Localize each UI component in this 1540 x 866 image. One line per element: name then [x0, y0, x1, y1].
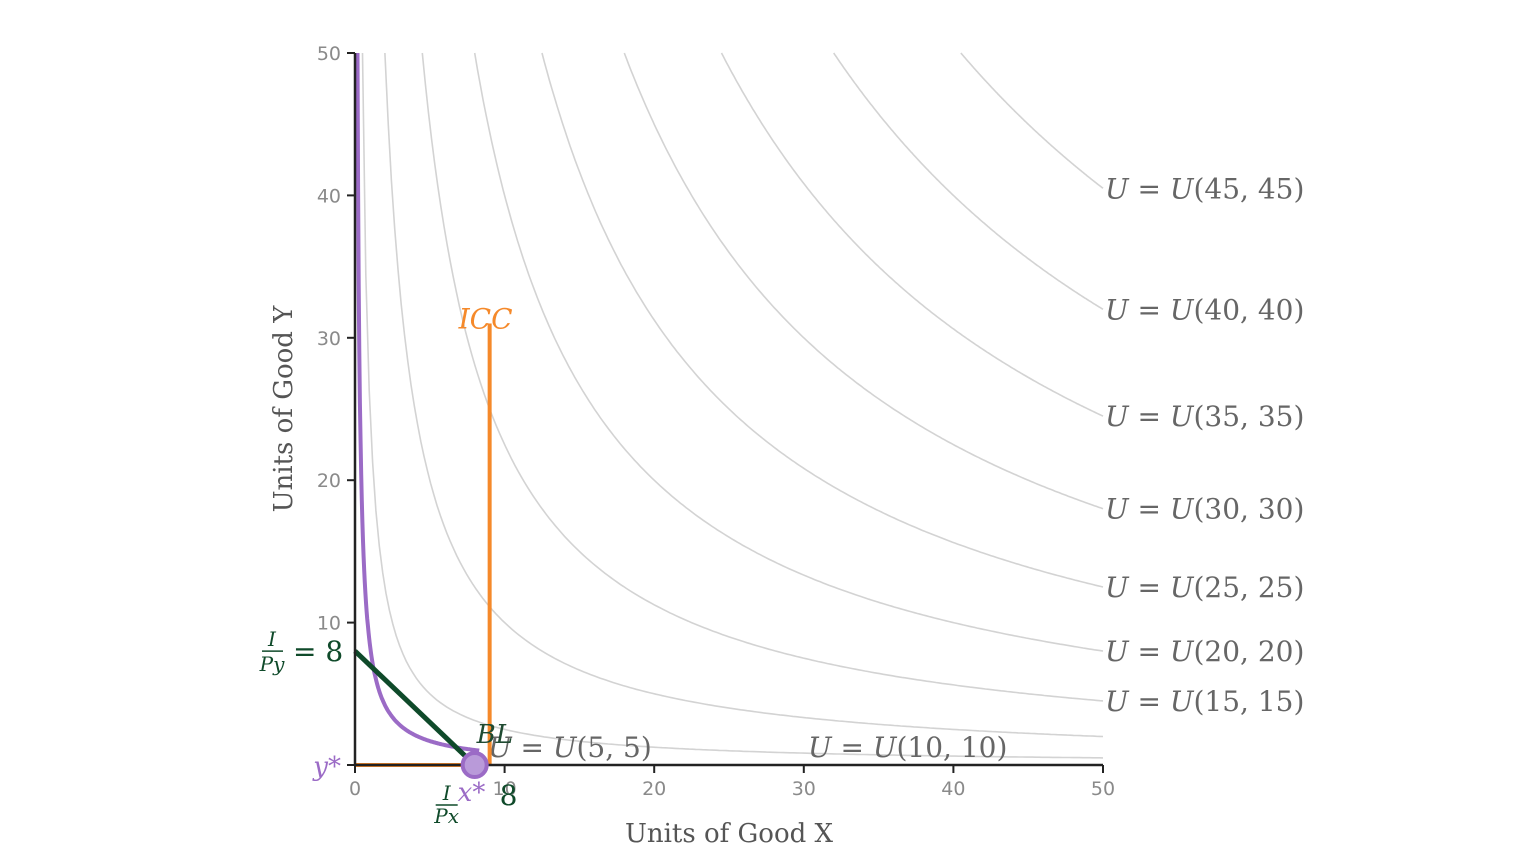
indifference-curve-label-eq: = — [1129, 293, 1170, 326]
indifference-curve-label-u: U — [1105, 293, 1130, 326]
indifference-curve-label-eq: = — [1129, 400, 1170, 433]
indifference-curve-labels: U = U(5, 5) U = U(10, 10)U = U(15, 15)U =… — [488, 172, 1304, 764]
y-axis-ticks: 10 20 30 40 50 — [317, 43, 355, 766]
indifference-curve-label-args: (10, 10) — [896, 731, 1007, 764]
indifference-curve-label: U = U(25, 25) — [1105, 571, 1304, 604]
indifference-curve-label: U = U(35, 35) — [1105, 400, 1304, 433]
x-tick-label: 50 — [1091, 778, 1115, 800]
indifference-curve-label-eq: = — [1129, 172, 1170, 205]
y-tick-label: 20 — [317, 470, 341, 492]
indifference-curve-label-u: U — [1105, 685, 1130, 718]
indifference-curve-label-u: U — [1105, 571, 1130, 604]
x-star-label: x* — [458, 778, 486, 808]
indifference-curve-label-args: (40, 40) — [1193, 293, 1304, 326]
indifference-curve-label-eq: = — [1129, 685, 1170, 718]
indifference-curve-label-u: U — [488, 731, 513, 764]
indifference-curve — [833, 52, 1104, 310]
indifference-curve-label-eq: = — [1129, 571, 1170, 604]
indifference-curve-label-u2: U — [1170, 493, 1195, 526]
y-axis-title: Units of Good Y — [269, 305, 299, 513]
y-intercept-value: = 8 — [293, 635, 343, 668]
indifference-curve-label-eq: = — [512, 731, 553, 764]
indifference-curve-label-u2: U — [873, 731, 898, 764]
indifference-curve-label-args: (30, 30) — [1193, 493, 1304, 526]
y-intercept-denominator: Py — [259, 652, 285, 676]
x-tick-label: 30 — [792, 778, 816, 800]
indifference-curve — [473, 52, 1104, 652]
optimal-indifference-curve — [355, 52, 480, 753]
indifference-curve — [541, 52, 1104, 588]
indifference-curve-label-u: U — [1105, 493, 1130, 526]
icc-label: ICC — [458, 303, 513, 336]
x-tick-label: 20 — [642, 778, 666, 800]
x-tick-label: 0 — [349, 778, 361, 800]
x-axis-ticks: 0 10 20 30 40 50 — [349, 765, 1115, 800]
x-intercept-numerator: I — [442, 781, 452, 805]
budget-line — [353, 649, 477, 767]
indifference-curve-label-u: U — [1105, 400, 1130, 433]
indifference-curve-label-u2: U — [1170, 635, 1195, 668]
x-axis-title: Units of Good X — [625, 819, 834, 849]
indifference-curve — [361, 52, 1104, 759]
x-tick-label: 40 — [941, 778, 965, 800]
y-tick-label: 40 — [317, 185, 341, 207]
indifference-curve-label-eq: = — [1129, 493, 1170, 526]
indifference-curve — [421, 52, 1104, 702]
indifference-curve-label-u2: U — [1170, 571, 1195, 604]
x-intercept-denominator: Px — [433, 804, 459, 828]
indifference-curve-label: U = U(20, 20) — [1105, 635, 1304, 668]
indifference-curve-label: U = U(45, 45) — [1105, 172, 1304, 205]
indifference-curve-label-eq: = — [1129, 635, 1170, 668]
budget-line-label: BL — [476, 720, 513, 750]
indifference-curve-label-u2: U — [1170, 685, 1195, 718]
indifference-curve-label-u2: U — [1170, 293, 1195, 326]
y-tick-label: 10 — [317, 613, 341, 635]
y-tick-label: 30 — [317, 328, 341, 350]
y-star-label: y* — [312, 752, 341, 782]
indifference-curve-label-args: (20, 20) — [1193, 635, 1304, 668]
x-star-value: 8 — [500, 779, 518, 812]
indifference-curve-label-args: (45, 45) — [1193, 172, 1304, 205]
indifference-curve-label-args: (15, 15) — [1193, 685, 1304, 718]
indifference-curve-label: U = U(30, 30) — [1105, 493, 1304, 526]
indifference-curve — [384, 52, 1104, 738]
indifference-curve-label-u2: U — [1170, 172, 1195, 205]
indifference-curve-label: U = U(15, 15) — [1105, 685, 1304, 718]
indifference-curve-label-args: (25, 25) — [1193, 571, 1304, 604]
indifference-curve-label-eq: = — [832, 731, 873, 764]
y-intercept-label: I Py = 8 — [259, 627, 344, 676]
y-intercept-numerator: I — [267, 627, 277, 651]
indifference-curve — [623, 52, 1104, 510]
indifference-curve — [720, 52, 1104, 417]
indifference-curve-label-args: (5, 5) — [576, 731, 651, 764]
indifference-curve-label-u: U — [808, 731, 833, 764]
indifference-curve-label-u: U — [1105, 172, 1130, 205]
indifference-curve-label-args: (35, 35) — [1193, 400, 1304, 433]
y-tick-label: 50 — [317, 43, 341, 65]
optimum-point[interactable] — [460, 751, 489, 779]
indifference-curve-label-u2: U — [553, 731, 578, 764]
indifference-curve-label: U = U(10, 10) — [808, 731, 1007, 764]
indifference-curve-label-u2: U — [1170, 400, 1195, 433]
x-tick-label: 10 — [493, 778, 517, 800]
indifference-curve-label-u: U — [1105, 635, 1130, 668]
x-intercept-label: I Px — [433, 781, 459, 828]
indifference-curve-label: U = U(40, 40) — [1105, 293, 1304, 326]
indifference-curve — [960, 52, 1104, 189]
indifference-curves — [361, 52, 1104, 759]
indifference-curve-label: U = U(5, 5) — [488, 731, 652, 764]
